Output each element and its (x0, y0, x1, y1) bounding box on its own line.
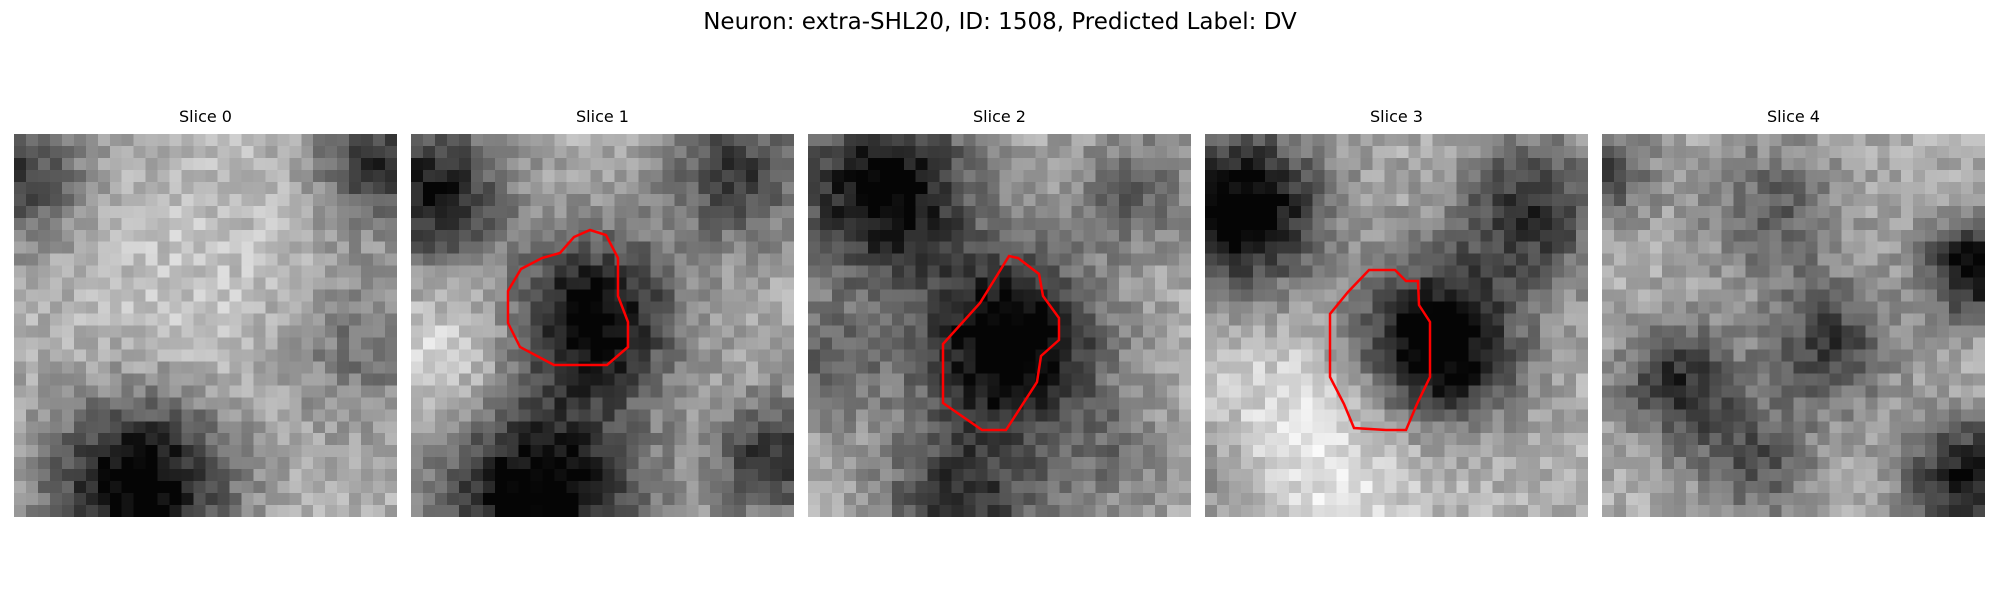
contour-overlay (1328, 268, 1432, 432)
grayscale-image (411, 134, 794, 517)
slice-title: Slice 0 (179, 107, 232, 126)
grayscale-image (14, 134, 397, 517)
slice-image-1 (411, 134, 794, 517)
slice-image-4 (1602, 134, 1985, 517)
neuron-contour (506, 228, 630, 367)
slice-title: Slice 4 (1767, 107, 1820, 126)
figure-title: Neuron: extra-SHL20, ID: 1508, Predicted… (703, 9, 1297, 35)
contour-overlay (506, 228, 630, 367)
grayscale-image (808, 134, 1191, 517)
slice-image-0 (14, 134, 397, 517)
slice-title: Slice 2 (973, 107, 1026, 126)
grayscale-image (1205, 134, 1588, 517)
neuron-contour (941, 254, 1061, 432)
slice-title: Slice 3 (1370, 107, 1423, 126)
grayscale-image (1602, 134, 1985, 517)
neuron-contour (1328, 268, 1432, 432)
contour-overlay (941, 254, 1061, 432)
slice-image-2 (808, 134, 1191, 517)
slice-title: Slice 1 (576, 107, 629, 126)
slice-image-3 (1205, 134, 1588, 517)
